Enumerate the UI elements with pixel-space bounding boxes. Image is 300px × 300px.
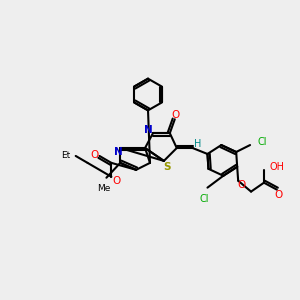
Text: Me: Me bbox=[97, 184, 110, 193]
Text: O: O bbox=[172, 110, 180, 120]
Text: N: N bbox=[144, 125, 152, 135]
Text: N: N bbox=[114, 147, 123, 157]
Text: O: O bbox=[237, 180, 245, 190]
Text: S: S bbox=[163, 162, 171, 172]
Text: Cl: Cl bbox=[200, 194, 209, 204]
Text: O: O bbox=[90, 150, 99, 160]
Text: H: H bbox=[194, 139, 201, 149]
Text: OH: OH bbox=[270, 162, 285, 172]
Text: Cl: Cl bbox=[257, 137, 266, 147]
Text: Et: Et bbox=[61, 152, 71, 160]
Text: O: O bbox=[112, 176, 120, 186]
Text: O: O bbox=[275, 190, 283, 200]
